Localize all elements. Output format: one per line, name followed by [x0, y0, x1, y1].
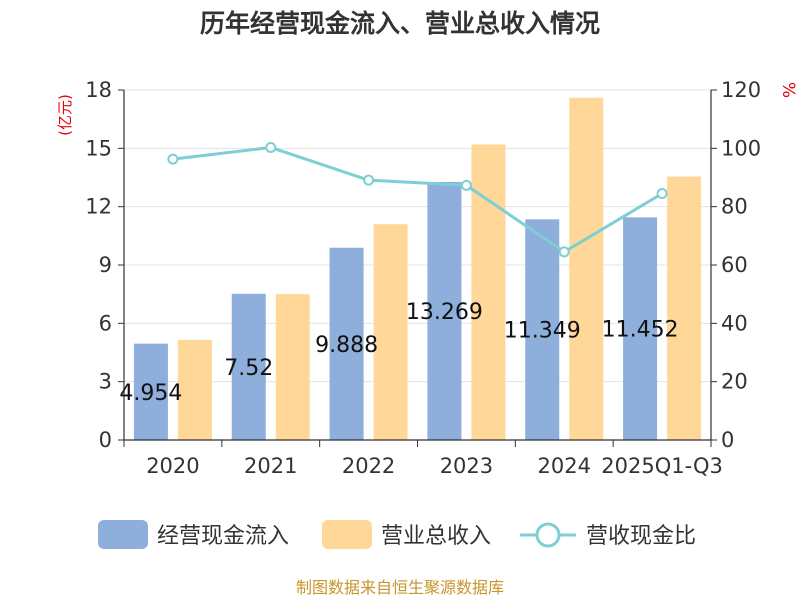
data-label-cash-inflow: 7.52 [224, 356, 273, 381]
source-note: 制图数据来自恒生聚源数据库 [296, 578, 504, 597]
data-label-cash-inflow: 9.888 [315, 333, 378, 358]
ratio-point [363, 174, 375, 186]
ratio-line [167, 141, 668, 258]
legend: 经营现金流入 营业总收入 营收现金比 [98, 520, 696, 549]
bar-revenue [177, 339, 212, 440]
ratio-line-path [172, 145, 663, 254]
axes: 0 3 6 9 12 15 18 0 20 40 60 80 100 120 2020 2021 2022 202… [85, 78, 761, 478]
right-axis-tick-label: 100 [721, 136, 761, 160]
bar-revenue [373, 224, 408, 440]
bar-cash-inflow [133, 343, 168, 440]
data-label-cash-inflow: 11.452 [602, 318, 679, 343]
right-axis-tick-label: 20 [721, 370, 748, 394]
legend-label-cash-inflow: 经营现金流入 [157, 524, 289, 549]
data-label-cash-inflow: 4.954 [119, 381, 182, 406]
left-axis-tick-label: 15 [85, 136, 112, 160]
left-axis-tick-label: 6 [99, 311, 112, 335]
right-axis-unit: % [778, 82, 798, 98]
legend-label-ratio: 营收现金比 [586, 524, 696, 549]
right-axis-tick-label: 80 [721, 195, 748, 219]
grid-lines [124, 89, 711, 383]
bar-cash-inflow [427, 181, 462, 440]
legend-swatch-ratio-marker [535, 522, 561, 548]
left-axis-tick-label: 12 [85, 195, 112, 219]
left-axis-tick-label: 9 [99, 253, 112, 277]
left-axis-unit: (亿元) [56, 94, 74, 136]
bar-cash-inflow [623, 217, 658, 440]
left-axis-tick-label: 18 [85, 78, 112, 102]
ratio-point [167, 153, 179, 165]
right-axis-tick-label: 60 [721, 253, 748, 277]
right-axis-tick-label: 40 [721, 311, 748, 335]
ratio-point [656, 188, 668, 200]
bars [133, 97, 702, 441]
x-axis-tick-label: 2020 [146, 454, 199, 478]
legend-swatch-cash-inflow [98, 520, 148, 549]
chart-title: 历年经营现金流入、营业总收入情况 [200, 9, 600, 38]
x-axis-tick-label: 2021 [244, 454, 297, 478]
x-axis-tick-label: 2025Q1-Q3 [601, 454, 723, 478]
bar-revenue [667, 176, 702, 440]
bar-revenue [471, 144, 506, 440]
legend-swatch-revenue [322, 520, 372, 549]
left-axis-tick-label: 0 [99, 428, 112, 452]
bar-cash-inflow [525, 219, 560, 440]
data-label-cash-inflow: 11.349 [504, 319, 581, 344]
bar-revenue [275, 294, 310, 440]
bar-cash-inflow [231, 293, 266, 440]
left-axis-tick-label: 3 [99, 370, 112, 394]
right-axis-tick-label: 0 [721, 428, 734, 452]
x-axis-tick-label: 2024 [538, 454, 591, 478]
legend-label-revenue: 营业总收入 [381, 524, 491, 549]
ratio-point [265, 141, 277, 153]
data-label-cash-inflow: 13.269 [406, 300, 483, 325]
ratio-point [460, 179, 472, 191]
data-labels: 4.954 7.52 9.888 13.269 11.349 11.452 [119, 300, 678, 406]
ratio-point [558, 246, 570, 258]
bar-cash-inflow [329, 247, 364, 440]
right-axis-tick-label: 120 [721, 78, 761, 102]
x-axis-tick-label: 2022 [342, 454, 395, 478]
bar-revenue [569, 97, 604, 441]
x-axis-tick-label: 2023 [440, 454, 493, 478]
